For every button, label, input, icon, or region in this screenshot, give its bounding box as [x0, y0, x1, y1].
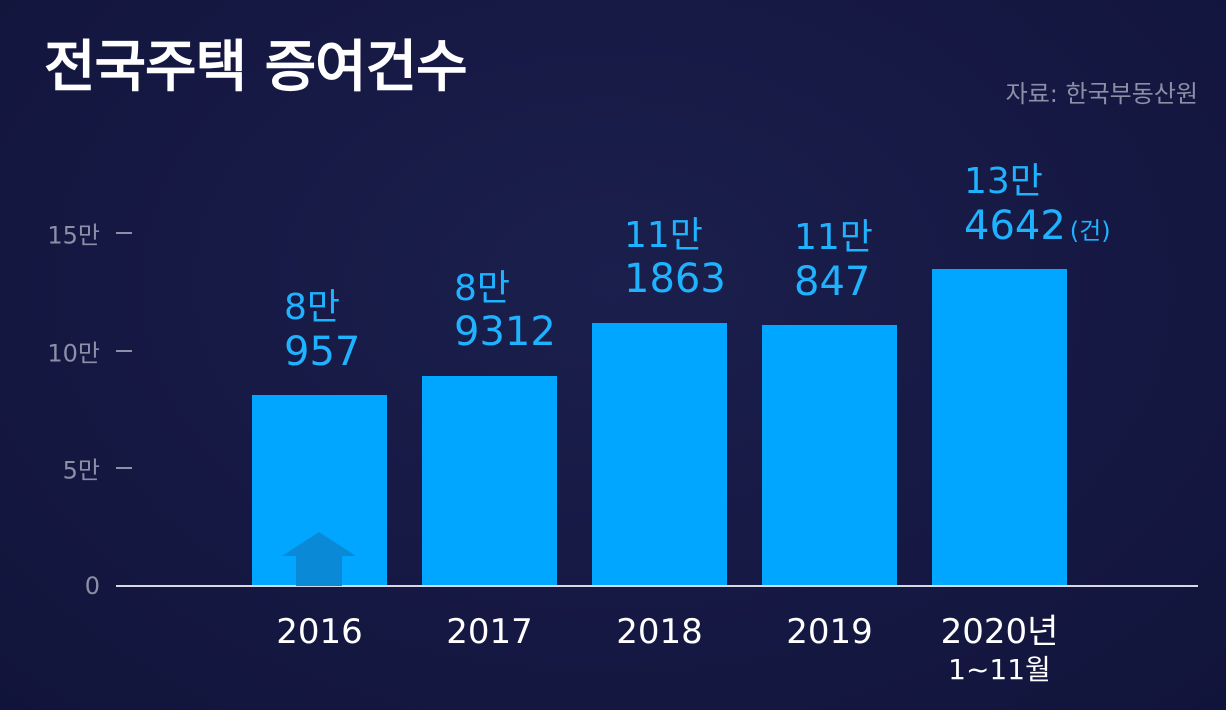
x-axis-baseline — [116, 585, 1198, 587]
bar-value-line1: 8만 — [454, 267, 511, 309]
y-tick-label: 10만 — [47, 339, 100, 368]
y-tick-mark — [116, 349, 132, 352]
x-tick-sublabel: 1~11월 — [948, 652, 1051, 686]
x-tick-label: 2018 — [616, 612, 703, 652]
y-tick-mark — [116, 467, 132, 470]
bar-value-line1: 11만 — [794, 217, 873, 259]
bar — [592, 322, 727, 586]
y-tick-label: 0 — [84, 572, 100, 600]
x-tick-label: 2019 — [786, 612, 873, 652]
source-note: 자료: 한국부동산원 — [1005, 80, 1198, 108]
chart-title: 전국주택 증여건수 — [44, 35, 468, 100]
bar-value-label: 11만 847 — [794, 217, 994, 304]
bar-value-label: 8만 957 — [284, 287, 484, 374]
bar — [932, 269, 1067, 586]
bar-value-label: 8만 9312 — [454, 268, 654, 355]
bar-value-line2: 9312 — [454, 309, 556, 356]
bar-value-line2: 4642 (건) — [964, 202, 1111, 249]
bar-value-line2: 847 — [794, 258, 871, 305]
bar-value-label: 11만 1863 — [624, 215, 824, 302]
bar-value-line1: 13만 — [964, 161, 1043, 203]
up-arrow-icon — [282, 532, 356, 586]
bar-value-label: 13만 4642 (건) — [964, 161, 1164, 248]
bar — [762, 325, 897, 586]
y-tick-label: 5만 — [62, 456, 100, 485]
x-tick-label: 2017 — [446, 612, 533, 652]
bar-value-line1: 8만 — [284, 287, 341, 329]
bar-value-line2: 957 — [284, 328, 361, 375]
bar-value-line2: 1863 — [624, 256, 726, 303]
x-tick-label: 2016 — [276, 612, 363, 652]
bar — [422, 375, 557, 586]
unit-label: (건) — [1069, 216, 1111, 245]
y-tick-label: 15만 — [47, 221, 100, 250]
bar-value-line1: 11만 — [624, 214, 703, 256]
y-tick-mark — [116, 232, 132, 234]
x-tick-label: 2020년 1~11월 — [900, 612, 1100, 686]
